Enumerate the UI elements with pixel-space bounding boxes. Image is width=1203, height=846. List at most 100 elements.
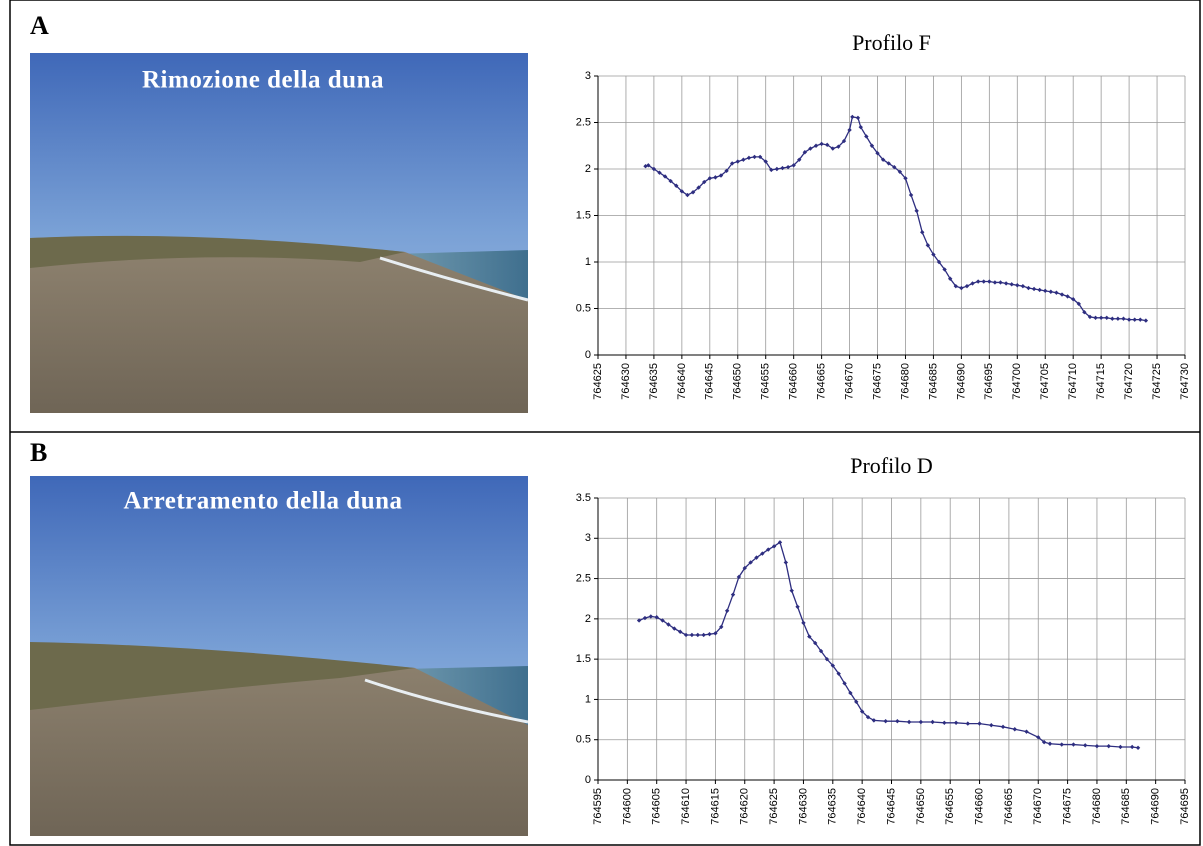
data-marker [875, 150, 880, 156]
data-marker [651, 166, 657, 172]
y-tick-label: 0.5 [576, 302, 591, 314]
frame [9, 0, 1201, 846]
x-tick-label: 764645 [704, 363, 716, 400]
data-marker [903, 176, 908, 181]
x-tick-label: 764595 [592, 788, 604, 825]
data-marker [975, 279, 981, 284]
x-tick-label: 764650 [732, 363, 744, 400]
data-marker [925, 243, 931, 248]
data-marker [1041, 739, 1047, 745]
data-marker [850, 114, 855, 120]
data-marker [685, 192, 690, 198]
data-marker [1143, 318, 1149, 323]
data-marker [1082, 310, 1087, 315]
data-marker [702, 179, 707, 185]
data-marker [648, 614, 654, 619]
data-marker [668, 178, 673, 184]
data-marker [865, 714, 871, 720]
data-marker [1043, 288, 1048, 294]
data-marker [1104, 315, 1109, 320]
data-marker [748, 560, 753, 565]
photo [30, 476, 529, 836]
y-tick-label: 2.5 [576, 572, 591, 584]
data-marker [1024, 729, 1029, 734]
y-tick-label: 0 [585, 349, 591, 361]
data-marker [730, 592, 736, 597]
x-tick-label: 764635 [648, 363, 660, 400]
x-tick-label: 764690 [955, 363, 967, 400]
data-marker [679, 189, 685, 194]
data-marker [1070, 297, 1076, 302]
data-marker [774, 166, 780, 172]
x-tick-label: 764680 [1091, 788, 1103, 825]
data-marker [729, 161, 735, 166]
x-tick-label: 764630 [797, 788, 809, 825]
data-marker [836, 671, 841, 676]
data-marker [1065, 294, 1070, 299]
x-tick-label: 764670 [843, 363, 855, 400]
data-marker [654, 615, 659, 620]
y-tick-label: 0 [585, 774, 591, 786]
x-tick-label: 764660 [973, 788, 985, 825]
x-tick-label: 764685 [927, 363, 939, 400]
x-tick-label: 764625 [768, 788, 780, 825]
data-marker [1037, 287, 1042, 293]
data-marker [1093, 315, 1098, 320]
x-tick-label: 764720 [1123, 363, 1135, 400]
data-marker [1036, 735, 1041, 740]
y-tick-label: 0.5 [576, 734, 591, 746]
chart-title: Profilo D [850, 453, 933, 478]
data-marker [812, 640, 818, 646]
data-marker [1110, 316, 1115, 321]
data-marker [948, 276, 953, 281]
data-marker [989, 723, 994, 728]
data-marker [987, 279, 992, 284]
data-marker [771, 544, 777, 549]
data-marker [1121, 316, 1126, 321]
data-marker [848, 690, 853, 696]
data-marker [1020, 283, 1026, 289]
x-tick-label: 764640 [676, 363, 688, 400]
data-marker [666, 622, 671, 627]
data-marker [718, 173, 724, 178]
data-marker [847, 127, 852, 133]
data-marker [785, 164, 791, 170]
data-marker [1012, 727, 1017, 732]
data-marker [791, 163, 796, 168]
x-tick-label: 764600 [621, 788, 633, 825]
y-tick-label: 3.5 [576, 492, 591, 504]
x-tick-label: 764660 [788, 363, 800, 400]
data-marker [736, 574, 742, 580]
data-marker [802, 150, 808, 155]
data-marker [914, 208, 919, 214]
data-marker [757, 154, 763, 160]
data-marker [713, 631, 718, 636]
data-marker [992, 280, 998, 285]
data-marker [1015, 283, 1020, 288]
data-marker [1003, 281, 1009, 286]
data-marker [707, 631, 712, 637]
data-marker [1048, 289, 1054, 294]
data-marker [690, 190, 696, 195]
x-tick-label: 764665 [1003, 788, 1015, 825]
data-marker [930, 719, 935, 725]
data-marker [1000, 724, 1006, 730]
data-marker [871, 718, 877, 723]
data-marker [783, 560, 789, 565]
x-tick-label: 764620 [739, 788, 751, 825]
y-tick-label: 2 [585, 613, 591, 625]
chart-title: Profilo F [852, 30, 931, 55]
data-marker [1115, 316, 1121, 321]
data-marker [942, 720, 947, 725]
data-marker [819, 141, 824, 147]
data-marker [895, 718, 900, 724]
data-marker [741, 157, 746, 162]
x-tick-label: 764625 [592, 363, 604, 400]
x-tick-label: 764640 [856, 788, 868, 825]
data-marker [836, 144, 841, 149]
data-marker [1071, 742, 1076, 747]
data-marker [696, 185, 701, 190]
data-marker [1106, 743, 1111, 749]
